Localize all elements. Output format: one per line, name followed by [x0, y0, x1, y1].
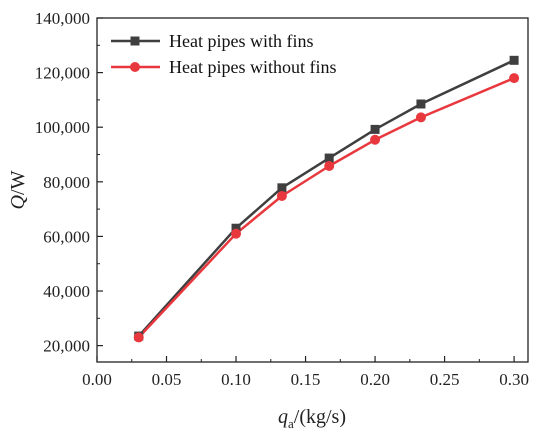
- data-point-series-2: [509, 73, 520, 84]
- x-tick-label: 0.05: [152, 370, 182, 389]
- y-tick-label: 20,000: [43, 337, 90, 356]
- x-tick-label: 0.10: [221, 370, 251, 389]
- data-point-series-2: [276, 191, 287, 202]
- data-point-series-2: [324, 160, 335, 171]
- data-point-series-2: [370, 134, 381, 145]
- legend-marker-series-1: [130, 36, 140, 46]
- data-point-series-1: [324, 153, 334, 163]
- x-tick-label: 0.15: [291, 370, 321, 389]
- data-point-series-2: [415, 112, 426, 123]
- x-tick-label: 0.25: [430, 370, 460, 389]
- data-point-series-1: [509, 55, 519, 65]
- y-axis-symbol: Q: [7, 194, 29, 209]
- x-axis-subscript: a: [288, 416, 294, 431]
- y-axis-title: Q/W: [7, 170, 29, 209]
- data-point-series-1: [277, 183, 287, 193]
- legend-marker-series-2: [130, 62, 140, 72]
- series-line-2: [137, 76, 515, 339]
- data-point-series-1: [370, 124, 380, 134]
- y-tick-label: 80,000: [43, 173, 90, 192]
- y-tick-label: 100,000: [35, 118, 90, 137]
- data-point-series-2: [133, 332, 144, 343]
- legend-label-series-2: Heat pipes without fins: [169, 57, 336, 77]
- plot-frame: [96, 17, 529, 363]
- legend-label-series-1: Heat pipes with fins: [169, 31, 313, 51]
- legend: Heat pipes with fins Heat pipes without …: [111, 31, 336, 77]
- x-tick-label: 0.30: [499, 370, 529, 389]
- x-tick-label: 0.20: [360, 370, 390, 389]
- data-point-series-1: [416, 99, 426, 109]
- x-axis-symbol: q: [278, 406, 288, 428]
- y-tick-label: 60,000: [43, 227, 90, 246]
- x-axis-title: qa/(kg/s): [278, 406, 346, 431]
- y-tick-label: 40,000: [43, 282, 90, 301]
- x-tick-label: 0.00: [82, 370, 112, 389]
- data-point-series-1: [231, 223, 241, 233]
- y-tick-label: 120,000: [35, 64, 90, 83]
- x-axis-unit: /(kg/s): [294, 406, 346, 428]
- data-point-series-2: [231, 228, 242, 239]
- y-axis-unit: /W: [7, 170, 29, 195]
- y-tick-label: 140,000: [35, 9, 90, 28]
